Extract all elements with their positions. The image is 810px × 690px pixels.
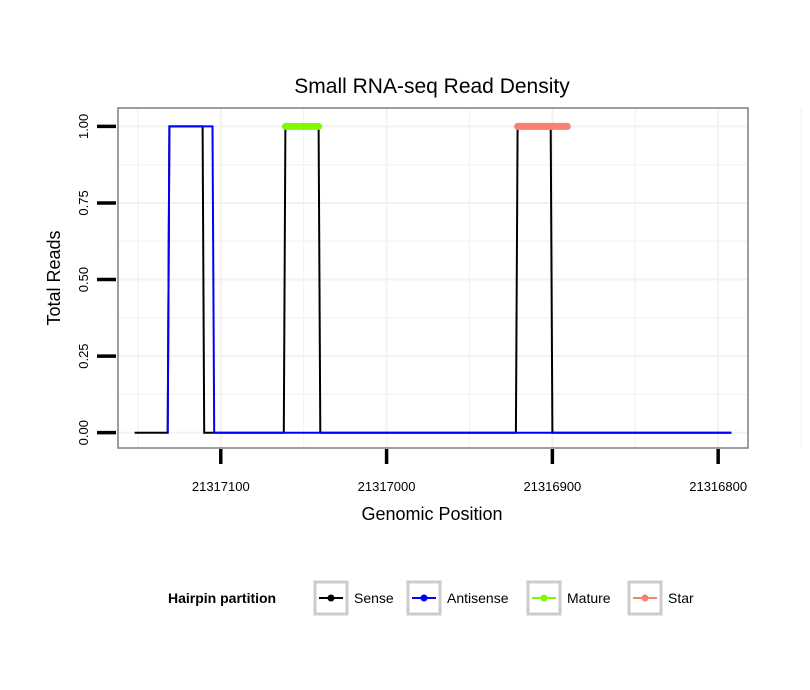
- legend-label: Sense: [354, 590, 394, 606]
- legend-key-point: [327, 594, 335, 602]
- legend-item-antisense: Antisense: [406, 580, 509, 616]
- x-tick-label: 21317100: [192, 479, 250, 494]
- x-tick-label: 21316800: [689, 479, 747, 494]
- legend-key-point: [641, 594, 649, 602]
- y-tick-label: 0.25: [76, 343, 91, 368]
- legend-item-star: Star: [627, 580, 694, 616]
- series-line-antisense: [166, 125, 732, 434]
- legend-label: Star: [668, 590, 694, 606]
- x-axis-title: Genomic Position: [361, 504, 502, 524]
- legend-key-point: [420, 594, 428, 602]
- y-axis-title: Total Reads: [44, 230, 64, 325]
- series-layer: [134, 122, 732, 434]
- y-tick-label: 1.00: [76, 114, 91, 139]
- x-axis: 21317100 21317000 21316900 21316800: [192, 449, 747, 494]
- legend-label: Mature: [567, 590, 611, 606]
- legend-title: Hairpin partition: [168, 590, 276, 606]
- legend-label: Antisense: [447, 590, 509, 606]
- chart-title: Small RNA-seq Read Density: [294, 75, 570, 98]
- y-tick-label: 0.75: [76, 190, 91, 215]
- x-tick-label: 21316900: [523, 479, 581, 494]
- legend-key-point: [540, 594, 548, 602]
- y-tick-label: 0.00: [76, 420, 91, 445]
- y-axis: 0.00 0.25 0.50 0.75 1.00: [76, 114, 116, 445]
- grid: [118, 108, 802, 448]
- legend-item-mature: Mature: [526, 580, 611, 616]
- legend-item-sense: Sense: [313, 580, 394, 616]
- x-tick-label: 21317000: [358, 479, 416, 494]
- plot-panel-border: [117, 107, 749, 449]
- legend: Hairpin partition Sense Antisense Mature St…: [168, 580, 694, 616]
- y-tick-label: 0.50: [76, 267, 91, 292]
